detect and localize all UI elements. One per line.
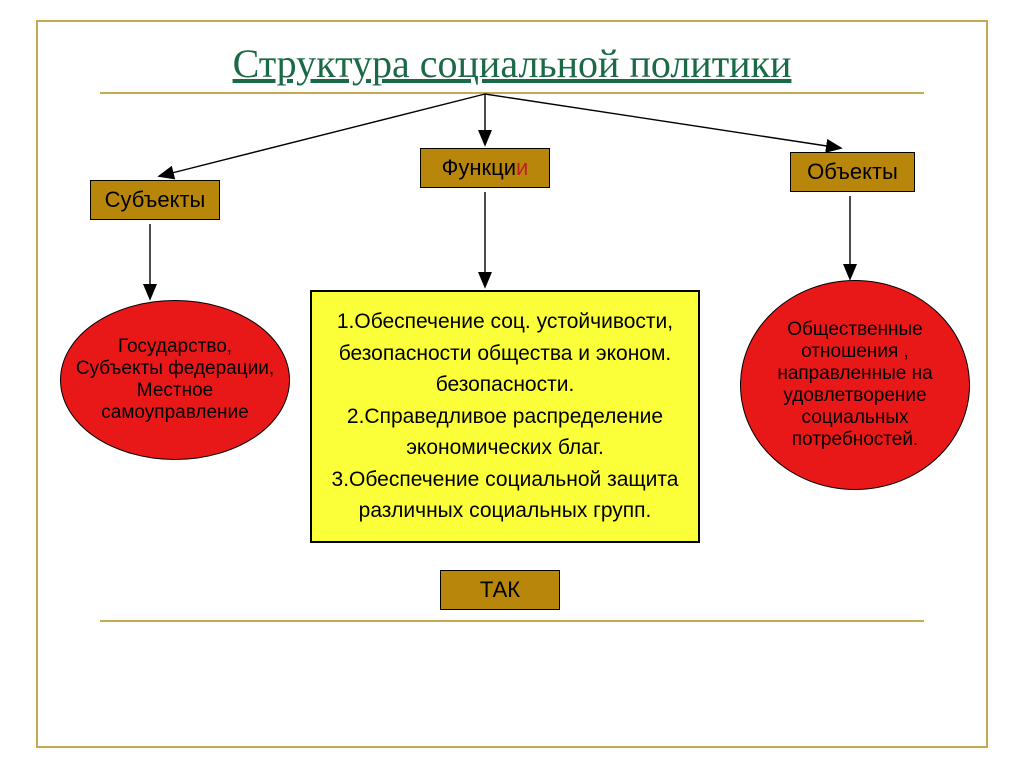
- divider-top: [100, 92, 924, 94]
- node-tak: ТАК: [440, 570, 560, 610]
- functions-detail-line: 1.Обеспечение соц. устойчивости, безопас…: [322, 306, 688, 401]
- node-objects-detail-text: Общественные отношения , направленные на…: [753, 319, 957, 451]
- node-functions: Функции: [420, 148, 550, 188]
- node-functions-label: Функции: [442, 155, 529, 181]
- functions-detail-line: 2.Справедливое распределение экономическ…: [322, 401, 688, 464]
- node-tak-label: ТАК: [480, 577, 520, 603]
- slide-title: Структура социальной политики: [0, 40, 1024, 87]
- node-functions-detail: 1.Обеспечение соц. устойчивости, безопас…: [310, 290, 700, 543]
- divider-bottom: [100, 620, 924, 622]
- node-objects-label: Объекты: [807, 159, 898, 185]
- node-subjects-label: Субъекты: [105, 187, 206, 213]
- node-objects-detail: Общественные отношения , направленные на…: [740, 280, 970, 490]
- functions-detail-line: 3.Обеспечение социальной защита различны…: [322, 464, 688, 527]
- node-objects: Объекты: [790, 152, 915, 192]
- node-subjects: Субъекты: [90, 180, 220, 220]
- node-subjects-detail-text: Государство, Субъекты федерации, Местное…: [73, 336, 277, 424]
- node-subjects-detail: Государство, Субъекты федерации, Местное…: [60, 300, 290, 460]
